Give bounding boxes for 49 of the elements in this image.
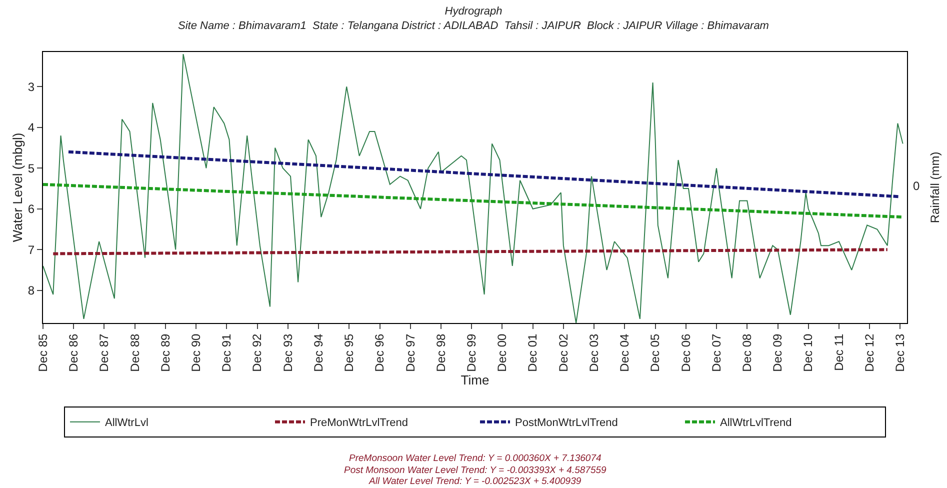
x-tick-label: Dec 02 <box>556 333 570 372</box>
x-tick-label: Dec 00 <box>495 333 510 372</box>
y2-axis-title: Rainfall (mm) <box>928 152 942 224</box>
x-tick-label: Dec 99 <box>464 333 478 372</box>
x-tick-label: Dec 89 <box>158 333 172 372</box>
text: Post Monsoon Water Level Trend: Y = -0.003393X + 4.587559 <box>344 465 608 476</box>
x-tick-label: Dec 87 <box>97 333 112 372</box>
x-tick-label: Dec 93 <box>280 333 295 372</box>
x-tick-label: Dec 06 <box>678 333 693 372</box>
line-series <box>43 54 904 323</box>
legend-label: PostMonWtrLvlTrend <box>515 417 618 430</box>
chart-title: Hydrograph <box>444 6 502 18</box>
x-tick-label: Dec 86 <box>66 333 80 372</box>
x-tick-label: Dec 92 <box>250 333 264 372</box>
y-tick-label: 4 <box>28 120 35 135</box>
x-tick-label: Dec 13 <box>893 333 908 372</box>
x-tick-label: Dec 95 <box>342 333 356 372</box>
x-tick-label: Dec 91 <box>220 333 234 372</box>
x-tick-label: Dec 98 <box>434 333 448 372</box>
text: PreMonsoon Water Level Trend: Y = 0.000360X + 7.136074 <box>349 453 602 464</box>
legend-label: PreMonWtrLvlTrend <box>310 417 408 430</box>
x-tick-label: Dec 94 <box>311 333 326 372</box>
x-tick-label: Dec 08 <box>740 333 754 372</box>
x-axis-title: Time <box>460 372 490 388</box>
x-tick-label: Dec 05 <box>648 333 662 372</box>
x-tick-label: Dec 03 <box>586 333 601 372</box>
legend-label: AllWtrLvl <box>105 417 148 430</box>
x-tick-label: Dec 85 <box>36 333 50 372</box>
x-tick-label: Dec 01 <box>526 333 540 372</box>
y-tick-label: 8 <box>28 284 35 298</box>
y-axis-title: Water Level (mbgl) <box>10 132 25 242</box>
x-tick-label: Dec 12 <box>862 333 877 372</box>
x-tick-label: Dec 09 <box>770 333 785 372</box>
x-tick-label: Dec 07 <box>709 333 724 372</box>
text: All Water Level Trend: Y = -0.002523X + 5.400939 <box>368 476 582 487</box>
x-tick-label: Dec 10 <box>801 333 816 372</box>
y-tick-label: 3 <box>28 80 35 94</box>
x-tick-label: Dec 97 <box>403 333 418 372</box>
x-tick-label: Dec 90 <box>188 333 203 372</box>
text: 0 <box>913 179 920 193</box>
x-tick-label: Dec 11 <box>832 333 846 371</box>
y-tick-label: 5 <box>28 161 35 176</box>
x-tick-label: Dec 96 <box>372 333 387 372</box>
y-tick-label: 6 <box>28 202 35 216</box>
y-tick-label: 7 <box>28 242 35 257</box>
x-tick-label: Dec 04 <box>618 333 632 372</box>
x-tick-label: Dec 88 <box>128 333 142 372</box>
legend-label: AllWtrLvlTrend <box>720 417 792 430</box>
chart-subtitle: Site Name : Bhimavaram1 State : Telangana District : ADILABAD Tahsil : JAIPUR Block : JAIPUR Village : Bhimavaram <box>178 20 769 32</box>
